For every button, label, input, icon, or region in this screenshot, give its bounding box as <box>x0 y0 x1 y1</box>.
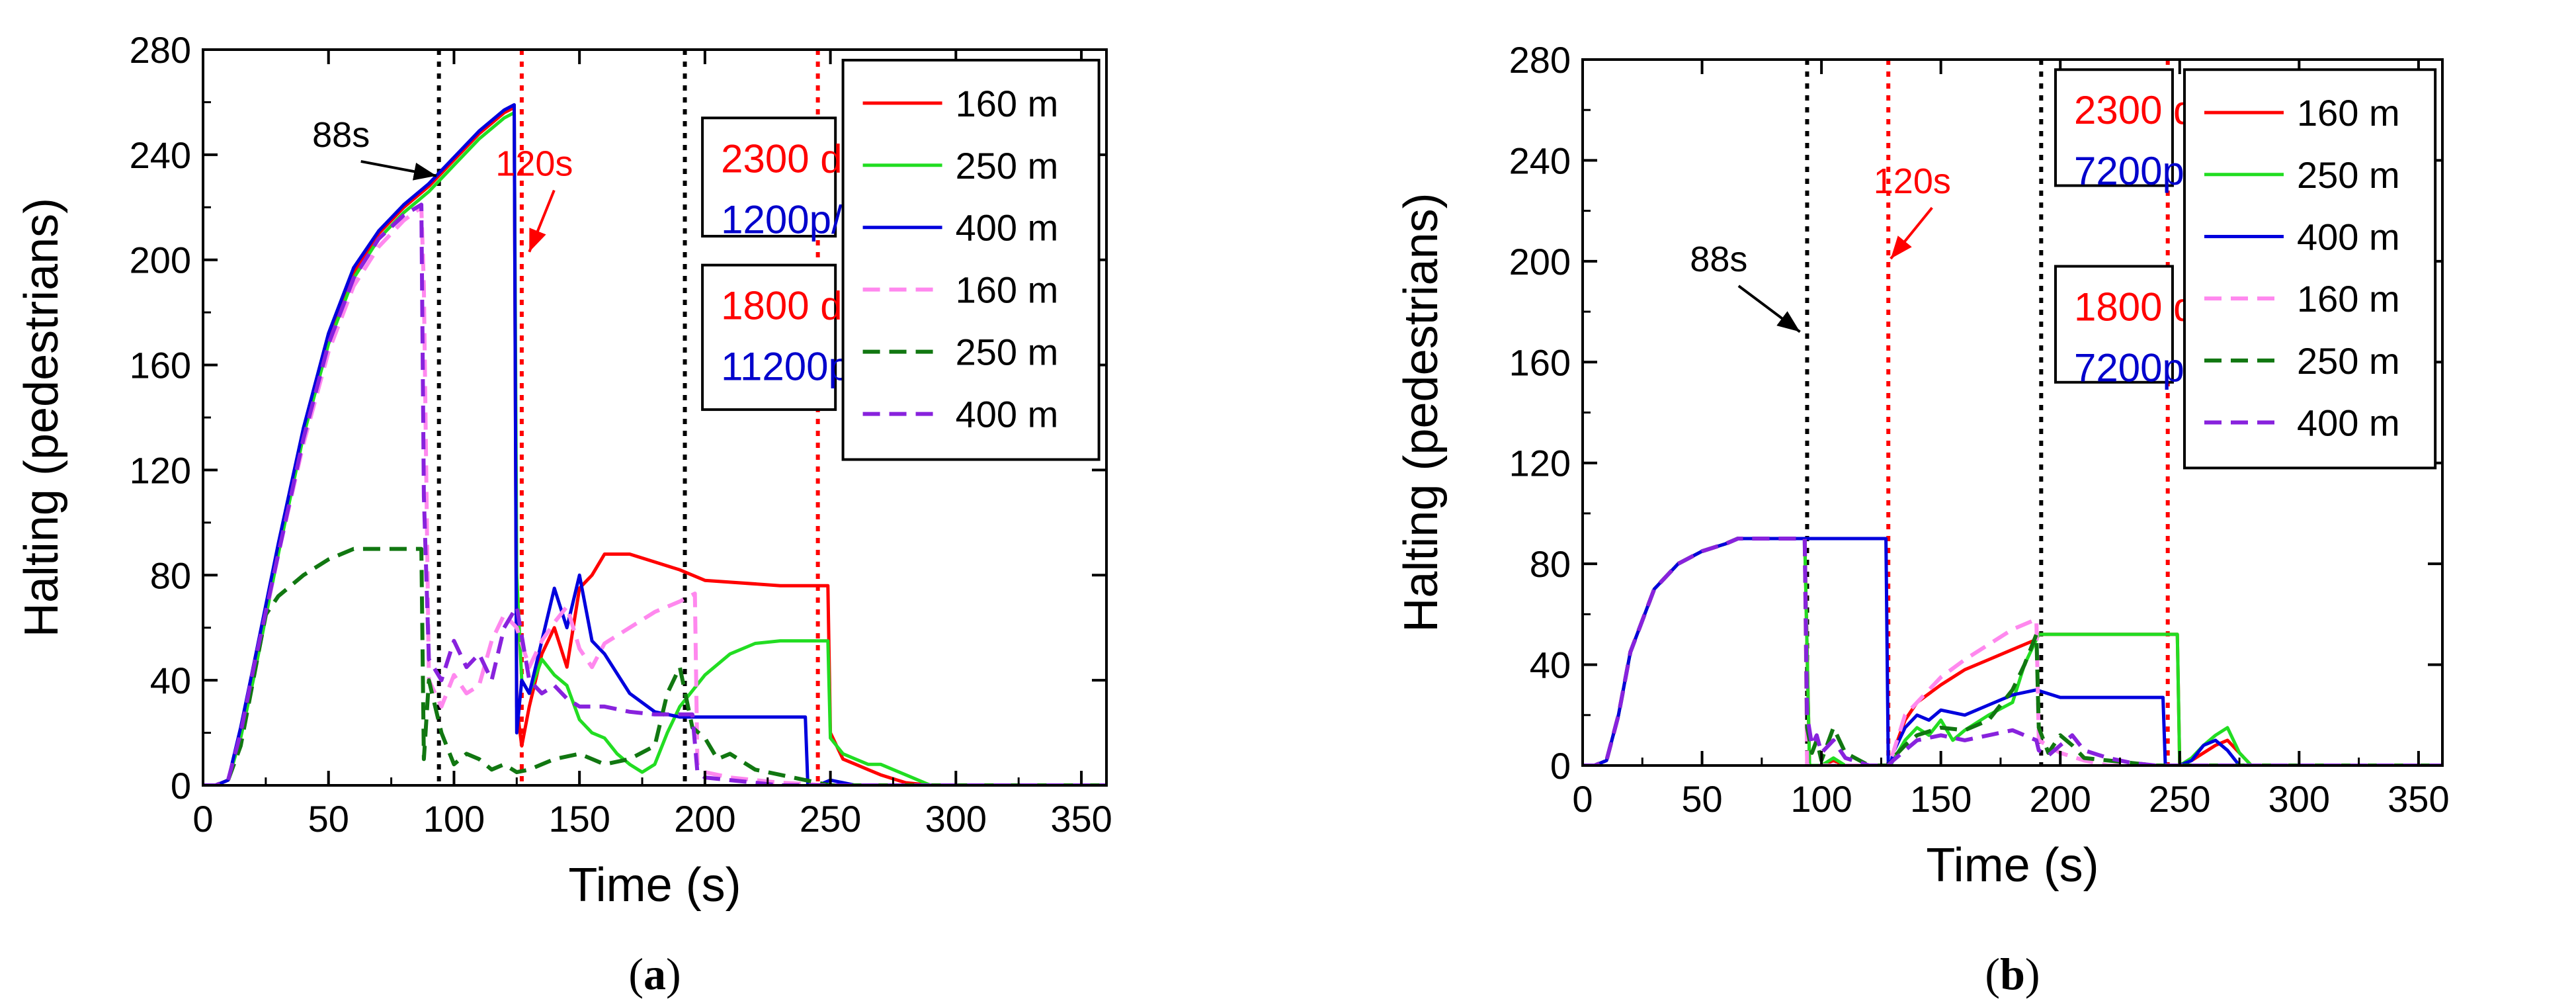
annotation-label: 120s <box>495 144 573 184</box>
legend-label: 160 m <box>956 83 1059 124</box>
series-line-5 <box>203 547 1106 785</box>
x-axis-label: Time (s) <box>1926 839 2098 892</box>
y-axis-label: Halting (pedestrians) <box>1395 193 1448 632</box>
x-tick-label: 300 <box>2268 778 2330 820</box>
legend <box>841 58 1101 461</box>
x-tick-label: 200 <box>2030 778 2091 820</box>
series-line-6 <box>203 202 1106 785</box>
x-tick-label: 350 <box>1050 798 1112 840</box>
series-line-2 <box>203 110 1106 785</box>
legend-label: 160 m <box>956 269 1059 311</box>
condition-box <box>2054 265 2174 384</box>
caption-letter: a <box>644 949 666 999</box>
legend-label: 250 m <box>956 331 1059 373</box>
x-tick-label: 250 <box>2149 778 2210 820</box>
legend-label: 250 m <box>956 145 1059 187</box>
x-tick-label: 100 <box>423 798 485 840</box>
x-tick-label: 50 <box>1681 778 1722 820</box>
x-tick-label: 250 <box>800 798 861 840</box>
annotation-label: 88s <box>1690 240 1747 279</box>
legend-label: 400 m <box>2297 402 2400 443</box>
panel-caption: (b) <box>1985 949 2040 999</box>
chart-panel-b: 0 50 100 150 200 250 300 350 0 40 80 120 160 200 240 28… <box>1395 39 2450 999</box>
x-tick-label: 100 <box>1790 778 1852 820</box>
x-tick-label: 150 <box>1910 778 1972 820</box>
condition-box <box>701 263 837 412</box>
panel-caption: (a) <box>628 949 681 999</box>
y-tick-label: 280 <box>130 29 191 71</box>
x-tick-label: 300 <box>925 798 987 840</box>
legend <box>2183 68 2437 470</box>
chart-panel-a: 0 50 100 150 200 250 300 350 0 40 80 120 160 200 240 28… <box>15 29 1112 999</box>
caption-letter: b <box>2000 949 2025 999</box>
legend-label: 400 m <box>2297 216 2400 257</box>
y-tick-label: 120 <box>130 449 191 491</box>
caption-open: ( <box>628 949 644 999</box>
x-tick-label: 200 <box>674 798 735 840</box>
y-tick-label: 200 <box>130 240 191 281</box>
legend-label: 400 m <box>956 207 1059 249</box>
annotation-arrow <box>528 189 556 253</box>
annotation-label: 88s <box>312 115 370 155</box>
y-tick-label: 240 <box>1509 140 1571 181</box>
legend-label: 250 m <box>2297 154 2400 196</box>
condition-box <box>2054 68 2174 187</box>
caption-close: ) <box>2025 949 2040 999</box>
x-tick-label: 150 <box>548 798 610 840</box>
series-line-6 <box>1583 537 2442 766</box>
series-line-4 <box>203 205 1106 785</box>
y-tick-label: 120 <box>1509 443 1571 484</box>
caption-close: ) <box>666 949 681 999</box>
condition-box <box>701 116 837 238</box>
y-tick-label: 160 <box>1509 341 1571 383</box>
y-axis-label: Halting (pedestrians) <box>15 198 68 637</box>
x-tick-label: 50 <box>308 798 349 840</box>
y-tick-label: 240 <box>130 134 191 176</box>
y-tick-label: 200 <box>1509 241 1571 283</box>
condition-text: 1200p/h <box>721 197 864 241</box>
x-tick-label: 350 <box>2388 778 2449 820</box>
y-tick-label: 280 <box>1509 39 1571 81</box>
legend-label: 400 m <box>956 394 1059 435</box>
annotation-arrow <box>1737 285 1801 333</box>
annotation-label: 120s <box>1874 161 1951 201</box>
x-tick-label: 0 <box>192 798 213 840</box>
y-tick-label: 80 <box>1530 543 1571 585</box>
legend-label: 250 m <box>2297 340 2400 382</box>
legend-label: 160 m <box>2297 278 2400 320</box>
y-tick-label: 0 <box>1550 745 1571 787</box>
x-tick-label: 0 <box>1572 778 1593 820</box>
legend-label: 160 m <box>2297 92 2400 134</box>
y-tick-label: 160 <box>130 345 191 386</box>
y-tick-label: 80 <box>150 554 191 596</box>
y-tick-label: 0 <box>171 765 191 807</box>
x-axis-label: Time (s) <box>568 859 741 912</box>
annotation-arrow <box>360 159 437 181</box>
series-line-3 <box>203 103 1106 785</box>
y-tick-label: 40 <box>150 660 191 701</box>
annotation-arrow <box>1890 206 1933 260</box>
caption-open: ( <box>1985 949 2000 999</box>
y-tick-label: 40 <box>1530 644 1571 686</box>
